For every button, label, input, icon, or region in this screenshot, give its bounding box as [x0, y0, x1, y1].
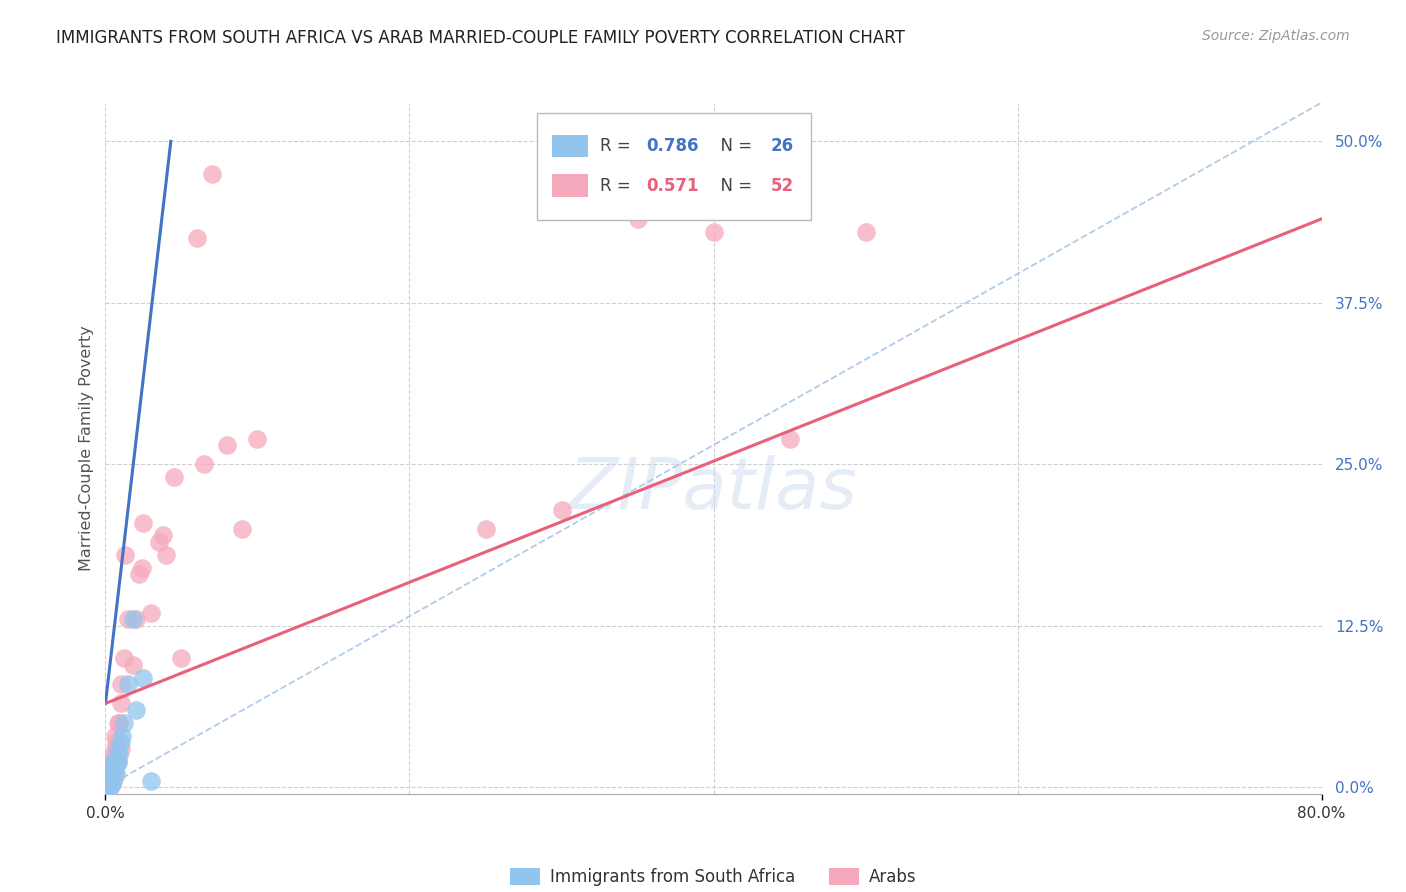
Point: [110, 677, 132, 691]
Point: [96, 780, 118, 795]
Point: [121, 612, 143, 626]
Text: 52: 52: [770, 177, 794, 194]
Point: [132, 516, 155, 530]
Point: [108, 748, 131, 763]
Text: N =: N =: [710, 137, 758, 155]
Point: [128, 567, 150, 582]
Point: [132, 671, 155, 685]
Point: [105, 767, 128, 781]
Point: [101, 761, 124, 775]
Text: R =: R =: [600, 177, 637, 194]
FancyBboxPatch shape: [537, 113, 811, 220]
Text: 0.571: 0.571: [647, 177, 699, 194]
Point: [96, 767, 118, 781]
Point: [125, 703, 148, 717]
Point: [98, 774, 121, 789]
Text: IMMIGRANTS FROM SOUTH AFRICA VS ARAB MARRIED-COUPLE FAMILY POVERTY CORRELATION C: IMMIGRANTS FROM SOUTH AFRICA VS ARAB MAR…: [56, 29, 905, 46]
Text: 0.786: 0.786: [647, 137, 699, 155]
Text: 26: 26: [770, 137, 794, 155]
Point: [110, 735, 132, 749]
Point: [112, 715, 135, 730]
Point: [97, 778, 120, 792]
Point: [101, 761, 124, 775]
Point: [217, 438, 239, 452]
Point: [702, 225, 725, 239]
Point: [105, 735, 128, 749]
Point: [107, 741, 129, 756]
Y-axis label: Married-Couple Family Poverty: Married-Couple Family Poverty: [79, 326, 94, 571]
Text: Source: ZipAtlas.com: Source: ZipAtlas.com: [1202, 29, 1350, 43]
Point: [96, 780, 118, 795]
Point: [246, 432, 269, 446]
Point: [97, 767, 120, 781]
Point: [100, 767, 122, 781]
Point: [125, 612, 148, 626]
Point: [100, 761, 122, 775]
Legend: Immigrants from South Africa, Arabs: Immigrants from South Africa, Arabs: [503, 861, 924, 892]
Point: [103, 755, 125, 769]
Point: [201, 167, 224, 181]
Point: [107, 755, 129, 769]
Point: [105, 748, 128, 763]
Point: [97, 755, 120, 769]
Point: [114, 548, 136, 562]
Point: [101, 774, 124, 789]
Point: [117, 677, 139, 691]
Point: [855, 225, 877, 239]
Text: R =: R =: [600, 137, 637, 155]
Point: [110, 741, 132, 756]
Point: [107, 755, 129, 769]
Point: [98, 780, 121, 795]
Point: [148, 535, 170, 549]
Point: [100, 776, 122, 790]
Point: [193, 458, 215, 472]
Point: [98, 767, 121, 781]
Point: [107, 715, 129, 730]
Point: [474, 522, 496, 536]
Point: [103, 741, 125, 756]
Point: [231, 522, 253, 536]
FancyBboxPatch shape: [551, 175, 588, 196]
Point: [186, 231, 208, 245]
Point: [103, 729, 125, 743]
Point: [112, 651, 135, 665]
Point: [155, 548, 177, 562]
Point: [152, 528, 174, 542]
Point: [103, 761, 125, 775]
Point: [139, 774, 162, 789]
Point: [111, 729, 134, 743]
FancyBboxPatch shape: [551, 135, 588, 157]
Point: [98, 767, 121, 781]
Point: [97, 778, 120, 792]
Point: [105, 755, 128, 769]
Point: [626, 211, 648, 226]
Point: [101, 774, 124, 789]
Point: [96, 774, 118, 789]
Point: [139, 606, 162, 620]
Point: [103, 755, 125, 769]
Point: [550, 502, 572, 516]
Point: [100, 761, 122, 775]
Point: [98, 780, 121, 795]
Point: [101, 755, 124, 769]
Text: N =: N =: [710, 177, 758, 194]
Point: [100, 774, 122, 789]
Point: [108, 715, 131, 730]
Text: ZIPatlas: ZIPatlas: [569, 455, 858, 524]
Point: [98, 755, 121, 769]
Point: [117, 612, 139, 626]
Point: [103, 767, 125, 781]
Point: [101, 748, 124, 763]
Point: [163, 470, 186, 484]
Point: [131, 560, 153, 574]
Point: [110, 697, 132, 711]
Point: [170, 651, 193, 665]
Point: [779, 432, 801, 446]
Point: [121, 657, 143, 672]
